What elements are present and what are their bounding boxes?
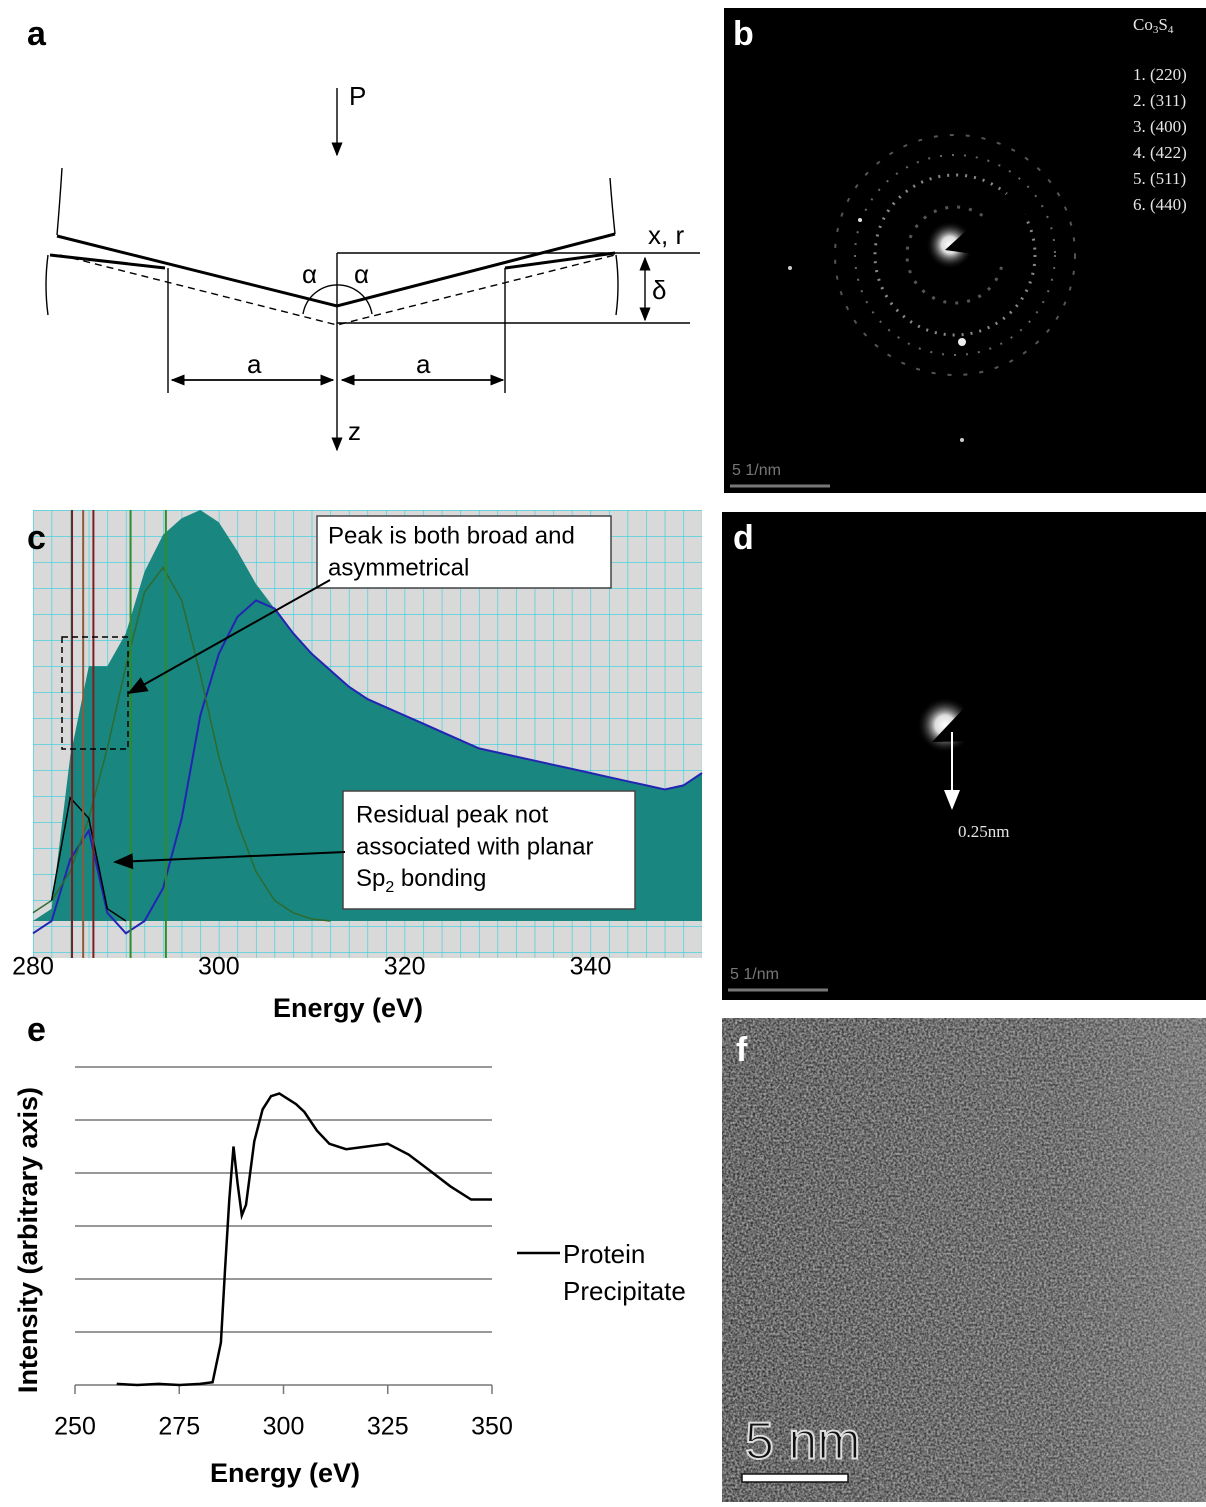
scale-label: 5 1/nm: [732, 462, 781, 479]
beam-stop: [945, 180, 1030, 262]
annotation: Residual peak not: [356, 801, 548, 828]
panel-c: 280 300 320 340 Energy (eV) c Peak is both bro…: [12, 510, 703, 1023]
reflection: 6. (440): [1133, 195, 1187, 214]
formula-part: 3: [1153, 24, 1159, 36]
ring: [834, 134, 1076, 376]
formula-part: S: [1158, 15, 1167, 34]
line: [32, 599, 703, 935]
x-axis-label: Energy (eV): [273, 993, 423, 1023]
annotation-box: [316, 515, 612, 589]
scale-bar: [741, 1473, 849, 1483]
x-tick-label: 300: [198, 953, 240, 981]
central-beam: [926, 221, 974, 269]
annotation: asymmetrical: [328, 554, 469, 581]
indenter: [56, 232, 616, 308]
annotation: Peak is both broad and: [328, 522, 575, 549]
x-axis-label: Energy (eV): [210, 1458, 360, 1488]
reflection: 5. (511): [1133, 169, 1186, 188]
beam-stop: [932, 670, 1030, 742]
x-tick-label: 325: [367, 1413, 409, 1441]
ring: [854, 154, 1056, 356]
annotation-part: Sp: [356, 865, 385, 892]
angle-arc: [302, 284, 373, 315]
annotation-arrow: [113, 851, 346, 870]
panel-d: 0.25nm d 5 1/nm: [722, 512, 1206, 1000]
annotation-part: bonding: [394, 865, 486, 892]
surface: [49, 251, 616, 270]
angle-label: α: [354, 259, 369, 289]
line: [50, 796, 127, 922]
x-tick-label: 275: [158, 1413, 200, 1441]
reflection: 2. (311): [1133, 91, 1186, 110]
y-axis-label: Intensity (arbitrary axis): [13, 1087, 43, 1393]
line: [116, 1092, 492, 1387]
axis-label: x, r: [648, 220, 684, 250]
panel-e: 250 275 300 325 350 Protein Precipitate Energy…: [13, 1011, 686, 1488]
angle-label: α: [302, 259, 317, 289]
spot: [788, 266, 792, 270]
legend: Protein Precipitate: [563, 1239, 686, 1306]
annotation-box: [342, 790, 636, 910]
reflection: 4. (422): [1133, 143, 1187, 162]
formula: Co3S4: [1133, 15, 1174, 36]
x-tick-label: 350: [471, 1413, 513, 1441]
radius-label: a: [247, 349, 262, 379]
reflection: 3. (400): [1133, 117, 1187, 136]
legend-label: Protein Precipitate: [563, 1239, 686, 1306]
annotation: associated with planar: [356, 833, 593, 860]
depth-label: δ: [652, 275, 666, 305]
spacing-label: 0.25nm: [958, 822, 1009, 841]
panel-label: c: [27, 519, 46, 557]
z-label: z: [348, 416, 361, 446]
x-tick-label: 340: [570, 953, 612, 981]
panel-label: e: [27, 1011, 46, 1049]
scale-label: 5 1/nm: [730, 966, 779, 983]
wall: [609, 177, 619, 316]
spot: [858, 218, 862, 222]
wall: [45, 167, 63, 316]
ring: [873, 173, 1037, 337]
spot: [958, 338, 966, 346]
panel-f: f 5 nm: [722, 1018, 1206, 1502]
annotation-arrow: [127, 579, 331, 694]
reflection: 1. (220): [1133, 65, 1187, 84]
guide-lines: [167, 252, 700, 393]
panel-b: b Co3S4 1. (220) 2. (311) 3. (400) 4. (422)…: [724, 8, 1206, 493]
spot: [960, 438, 964, 442]
panel-label: b: [733, 15, 754, 53]
load-label: P: [349, 81, 366, 111]
radius-label: a: [416, 349, 431, 379]
annotation: Sp2 bonding: [356, 865, 486, 896]
reflection-list: 1. (220) 2. (311) 3. (400) 4. (422) 5. (511)…: [1133, 65, 1187, 214]
panel-label: f: [736, 1031, 748, 1069]
formula-part: 4: [1168, 24, 1174, 36]
x-tick-label: 300: [263, 1413, 305, 1441]
scale-label: 5 nm: [745, 1413, 861, 1471]
panel-label: d: [733, 519, 754, 557]
panel-label: a: [27, 15, 47, 53]
panel-a: a P x, r α α δ a a z: [27, 15, 700, 452]
x-tick-label: 250: [54, 1413, 96, 1441]
annotation-part: 2: [385, 879, 394, 896]
formula-part: Co: [1133, 15, 1153, 34]
image-texture: [722, 1018, 1206, 1502]
image: [722, 512, 1206, 1000]
x-tick-label: 280: [12, 953, 54, 981]
x-tick-label: 320: [384, 953, 426, 981]
